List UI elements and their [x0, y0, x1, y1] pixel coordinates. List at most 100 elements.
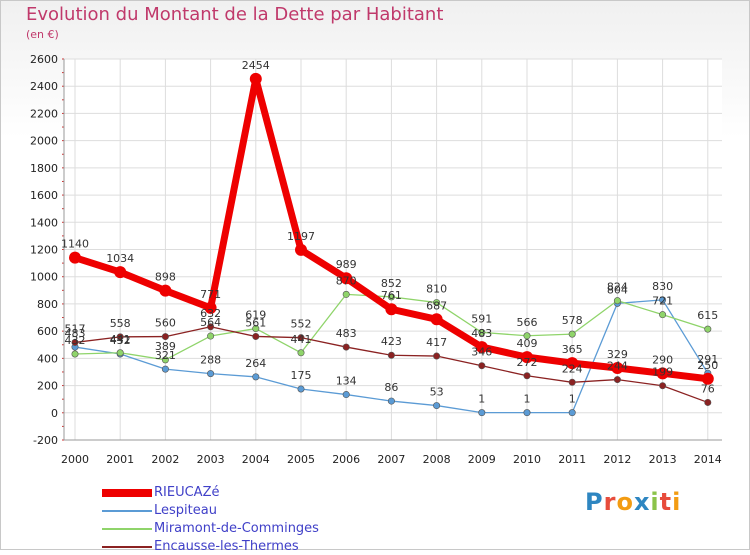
legend-swatch	[102, 545, 152, 548]
data-point-rieucaze	[566, 357, 579, 370]
legend-label: Encausse-les-Thermes	[154, 539, 299, 554]
data-point-lespiteau	[207, 370, 215, 378]
data-label: 244	[607, 360, 628, 373]
data-label: 561	[245, 316, 266, 329]
y-tick-label: 2200	[30, 107, 58, 120]
data-label: 1197	[287, 230, 315, 243]
data-point-rieucaze	[475, 341, 488, 354]
data-label: 566	[517, 316, 538, 329]
data-label: 175	[291, 369, 312, 382]
data-point-encausse-les-thermes	[297, 334, 305, 342]
x-tick-label: 2001	[106, 453, 134, 466]
data-label: 483	[65, 327, 86, 340]
data-label: 1	[569, 393, 576, 406]
data-point-encausse-les-thermes	[71, 338, 79, 346]
data-point-encausse-les-thermes	[433, 352, 441, 360]
y-tick-label: 0	[51, 407, 58, 420]
data-point-miramont-de-comminges	[116, 349, 124, 357]
data-label: 804	[607, 283, 628, 296]
data-point-rieucaze	[249, 72, 262, 85]
data-point-rieucaze	[701, 372, 714, 385]
data-point-lespiteau	[659, 296, 667, 304]
data-point-miramont-de-comminges	[523, 332, 531, 340]
chart-subtitle: (en €)	[26, 28, 59, 41]
data-label: 288	[200, 354, 221, 367]
data-point-lespiteau	[568, 409, 576, 417]
x-tick-label: 2008	[423, 453, 451, 466]
data-label: 1140	[61, 238, 89, 251]
x-tick-label: 2011	[558, 453, 586, 466]
data-point-lespiteau	[161, 365, 169, 373]
data-label: 134	[336, 375, 357, 388]
data-label: 86	[384, 381, 398, 394]
x-tick-label: 2007	[377, 453, 405, 466]
data-label: 870	[336, 274, 357, 287]
data-point-miramont-de-comminges	[568, 330, 576, 338]
data-label: 552	[291, 318, 312, 331]
legend-label: Miramont-de-Comminges	[154, 521, 319, 536]
data-point-rieucaze	[114, 266, 127, 279]
data-point-rieucaze	[430, 313, 443, 326]
legend-swatch	[102, 527, 152, 530]
x-tick-label: 2005	[287, 453, 315, 466]
grid	[64, 58, 722, 441]
y-tick-label: 1200	[30, 244, 58, 257]
data-point-rieucaze	[385, 303, 398, 316]
proxiti-logo: Proxiti	[585, 488, 682, 516]
data-label: 409	[517, 337, 538, 350]
data-label: 517	[65, 322, 86, 335]
y-tick-label: 1400	[30, 216, 58, 229]
data-point-rieucaze	[340, 272, 353, 285]
data-label: 564	[200, 316, 221, 329]
data-label: 560	[155, 317, 176, 330]
data-point-miramont-de-comminges	[161, 356, 169, 364]
data-point-miramont-de-comminges	[297, 349, 305, 357]
x-tick-label: 2002	[151, 453, 179, 466]
data-point-rieucaze	[521, 351, 533, 364]
data-point-rieucaze	[69, 251, 81, 264]
x-tick-label: 2004	[242, 453, 270, 466]
chart-title: Evolution du Montant de la Dette par Hab…	[26, 4, 444, 25]
data-label: 432	[110, 334, 131, 347]
legend-label: RIEUCAZé	[154, 485, 220, 500]
data-point-miramont-de-comminges	[659, 311, 667, 319]
data-point-lespiteau	[478, 409, 486, 417]
x-tick-label: 2010	[513, 453, 541, 466]
data-point-encausse-les-thermes	[478, 362, 486, 370]
x-tick-label: 2003	[197, 453, 225, 466]
data-point-encausse-les-thermes	[207, 323, 215, 331]
y-tick-label: 1800	[30, 162, 58, 175]
legend-item-lespiteau: Lespiteau	[102, 502, 217, 519]
data-label: 558	[110, 317, 131, 330]
data-label: 761	[381, 289, 402, 302]
data-point-miramont-de-comminges	[71, 350, 79, 358]
legend-item-encausse-les-thermes: Encausse-les-Thermes	[102, 538, 299, 555]
data-point-encausse-les-thermes	[568, 378, 576, 386]
y-tick-label: 600	[37, 325, 58, 338]
data-point-miramont-de-comminges	[704, 325, 712, 333]
y-tick-label: 800	[37, 298, 58, 311]
data-label: 291	[697, 353, 718, 366]
legend-item-miramont-de-comminges: Miramont-de-Comminges	[102, 520, 319, 537]
data-label: 389	[155, 340, 176, 353]
data-label: 615	[697, 309, 718, 322]
data-label: 199	[652, 366, 673, 379]
data-label: 346	[471, 346, 492, 359]
data-point-lespiteau	[523, 409, 531, 417]
y-tick-label: 200	[37, 380, 58, 393]
y-tick-label: 2400	[30, 80, 58, 93]
data-point-rieucaze	[656, 367, 669, 380]
x-tick-label: 2006	[332, 453, 360, 466]
data-label: 483	[336, 327, 357, 340]
data-label: 771	[200, 288, 221, 301]
data-point-lespiteau	[387, 397, 395, 405]
data-label: 321	[155, 349, 176, 362]
y-tick-label: 1600	[30, 189, 58, 202]
data-point-lespiteau	[433, 402, 441, 410]
y-tick-label: 2600	[30, 53, 58, 66]
data-label: 578	[562, 314, 583, 327]
data-label: 264	[245, 357, 266, 370]
y-tick-label: -200	[33, 434, 58, 447]
